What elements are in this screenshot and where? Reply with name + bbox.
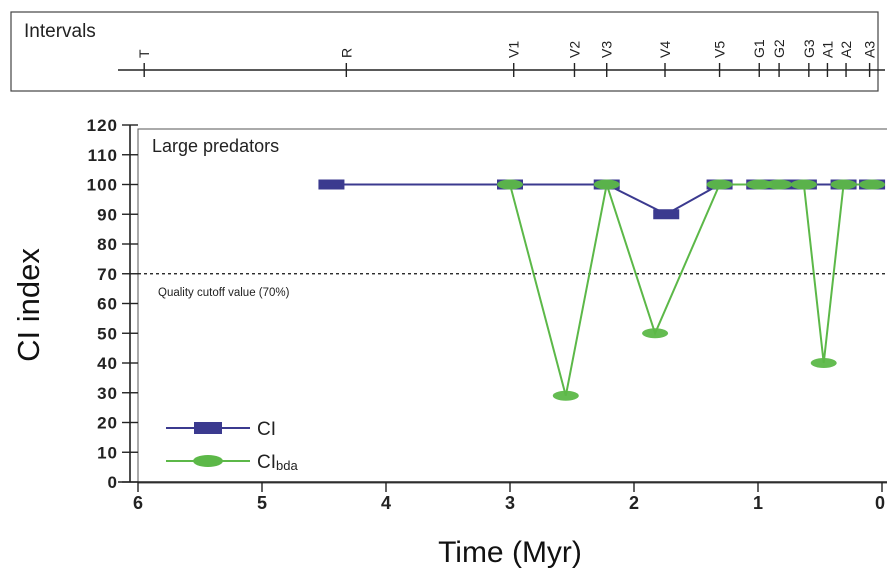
interval-tick-label: G2 [771, 39, 787, 58]
y-tick-label: 40 [97, 354, 118, 373]
plot-frame [137, 128, 887, 484]
y-tick-label: 120 [87, 116, 118, 135]
x-axis: 6 5 4 3 2 1 0 [118, 481, 887, 513]
y-tick-label: 100 [87, 176, 118, 195]
interval-tick-label: A1 [819, 41, 835, 58]
intervals-frame [10, 11, 879, 92]
ci-marker [318, 179, 345, 190]
y-axis: 0 10 20 30 40 50 60 70 80 90 100 110 120 [87, 116, 138, 492]
panel-label: Large predators [152, 136, 279, 156]
series-lines [331, 180, 873, 396]
y-tick-label: 90 [97, 205, 118, 224]
y-tick-label: 20 [97, 414, 118, 433]
x-tick-label: 0 [875, 493, 885, 513]
cibda-marker [859, 179, 886, 190]
intervals-label: Intervals [24, 21, 96, 42]
cibda-marker [830, 179, 857, 190]
legend: CI CIbda [166, 419, 298, 473]
legend-cibda-subscript: bda [276, 458, 298, 473]
x-tick-label: 1 [753, 493, 763, 513]
y-tick-label: 70 [97, 265, 118, 284]
interval-tick-label: V4 [657, 41, 673, 58]
interval-tick-label: V5 [712, 41, 728, 58]
y-tick-label: 10 [97, 443, 118, 462]
cibda-marker [790, 179, 817, 190]
cibda-marker [766, 179, 793, 190]
y-tick-label: 80 [97, 235, 118, 254]
interval-tick-label: G1 [751, 39, 767, 58]
interval-tick-label: A2 [838, 41, 854, 58]
cutoff-label: Quality cutoff value (70%) [158, 287, 290, 299]
legend-cibda-label: CIbda [257, 452, 298, 473]
interval-tick-label: V1 [506, 41, 522, 58]
x-tick-label: 6 [133, 493, 143, 513]
y-tick-label: 110 [88, 146, 118, 165]
cibda-marker [746, 179, 773, 190]
x-tick-label: 3 [505, 493, 515, 513]
interval-tick-label: G3 [801, 39, 817, 58]
x-axis-label: Time (Myr) [438, 536, 582, 569]
ci-marker [653, 209, 680, 220]
cibda-marker [810, 358, 837, 368]
cibda-marker [593, 179, 620, 190]
y-axis-label: CI index [11, 248, 46, 362]
legend-cibda-marker [193, 455, 223, 467]
y-tick-label: 30 [97, 384, 118, 403]
interval-tick-label: R [338, 48, 354, 58]
y-tick-label: 0 [108, 473, 118, 492]
y-tick-label: 60 [97, 295, 118, 314]
interval-tick-label: V2 [566, 41, 582, 58]
interval-ticks: T R V1 V2 V3 V4 V5 G1 G2 G3 A1 A2 A3 [136, 39, 878, 77]
x-tick-label: 4 [381, 493, 391, 513]
intervals-panel: Intervals T R V1 V2 V3 V4 V5 G1 G2 G3 A1 A2 A3 [10, 11, 885, 92]
interval-tick-label: T [136, 49, 152, 58]
interval-tick-label: V3 [599, 41, 615, 58]
cibda-marker [552, 390, 579, 401]
legend-ci-marker [194, 422, 222, 434]
cibda-marker [497, 179, 523, 190]
x-tick-label: 2 [629, 493, 639, 513]
x-tick-label: 5 [257, 493, 267, 513]
cibda-marker [706, 179, 733, 190]
cibda-marker [642, 328, 669, 339]
series-markers [318, 179, 886, 401]
y-tick-label: 50 [97, 324, 118, 343]
interval-tick-label: A3 [862, 41, 878, 58]
legend-ci-label: CI [257, 419, 276, 440]
